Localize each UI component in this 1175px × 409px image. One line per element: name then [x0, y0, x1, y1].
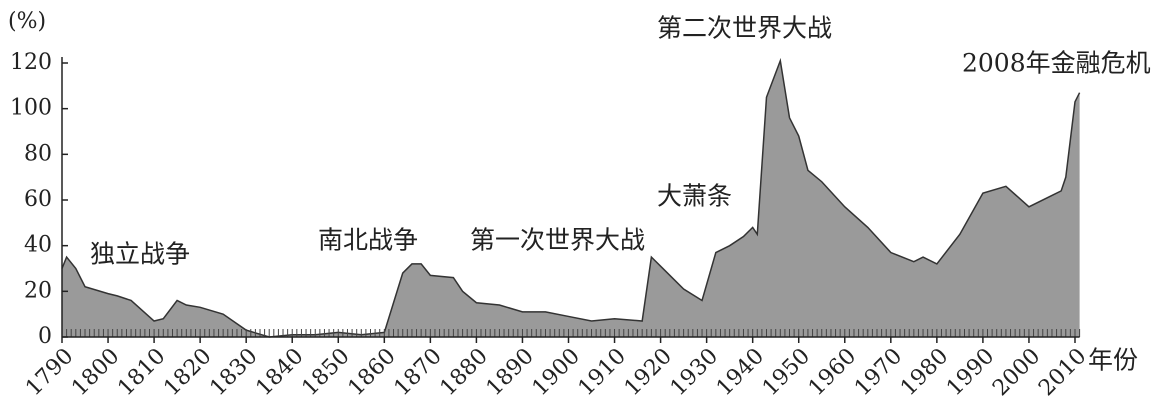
annotation: 第二次世界大战	[657, 14, 832, 43]
x-tick-label: 1900	[528, 344, 585, 401]
annotation: 独立战争	[90, 240, 190, 269]
x-tick-label: 1970	[850, 344, 907, 401]
x-tick-label: 1810	[113, 344, 170, 401]
x-tick-label: 1940	[712, 344, 769, 401]
x-tick-label: 1880	[436, 344, 493, 401]
x-tick-label: 1820	[159, 344, 216, 401]
x-tick-label: 1910	[574, 344, 631, 401]
y-tick-label: 0	[38, 324, 52, 349]
y-tick-label: 80	[24, 141, 52, 166]
x-tick-label: 1830	[205, 344, 262, 401]
y-tick-label: 60	[24, 187, 52, 212]
x-tick-label: 2010	[1034, 344, 1091, 401]
x-tick-label: 1850	[297, 344, 354, 401]
annotation: 第一次世界大战	[470, 226, 645, 255]
area-line	[61, 57, 1081, 338]
y-tick-label: 40	[24, 233, 52, 258]
annotation: 大萧条	[657, 182, 732, 211]
y-unit-label: (%)	[8, 9, 46, 34]
x-tick-label: 1920	[620, 344, 677, 401]
y-tick-label: 120	[10, 50, 52, 75]
x-tick-label: 1870	[390, 344, 447, 401]
x-tick-label: 1990	[942, 344, 999, 401]
x-tick-label: 1930	[666, 344, 723, 401]
x-tick-label: 1860	[344, 344, 401, 401]
x-axis-label: 年份	[1088, 346, 1138, 375]
y-tick-label: 20	[24, 278, 52, 303]
area	[62, 60, 1080, 337]
x-tick-label: 2000	[988, 344, 1045, 401]
annotation: 2008年金融危机	[962, 49, 1151, 78]
x-tick-label: 1980	[896, 344, 953, 401]
x-tick-label: 1800	[67, 344, 124, 401]
annotation: 南北战争	[318, 226, 418, 255]
x-tick-label: 1840	[251, 344, 308, 401]
y-tick-label: 100	[10, 96, 52, 121]
x-tick-label: 1950	[758, 344, 815, 401]
x-tick-label: 1890	[482, 344, 539, 401]
x-tick-label: 1960	[804, 344, 861, 401]
x-tick-label: 1790	[21, 344, 78, 401]
